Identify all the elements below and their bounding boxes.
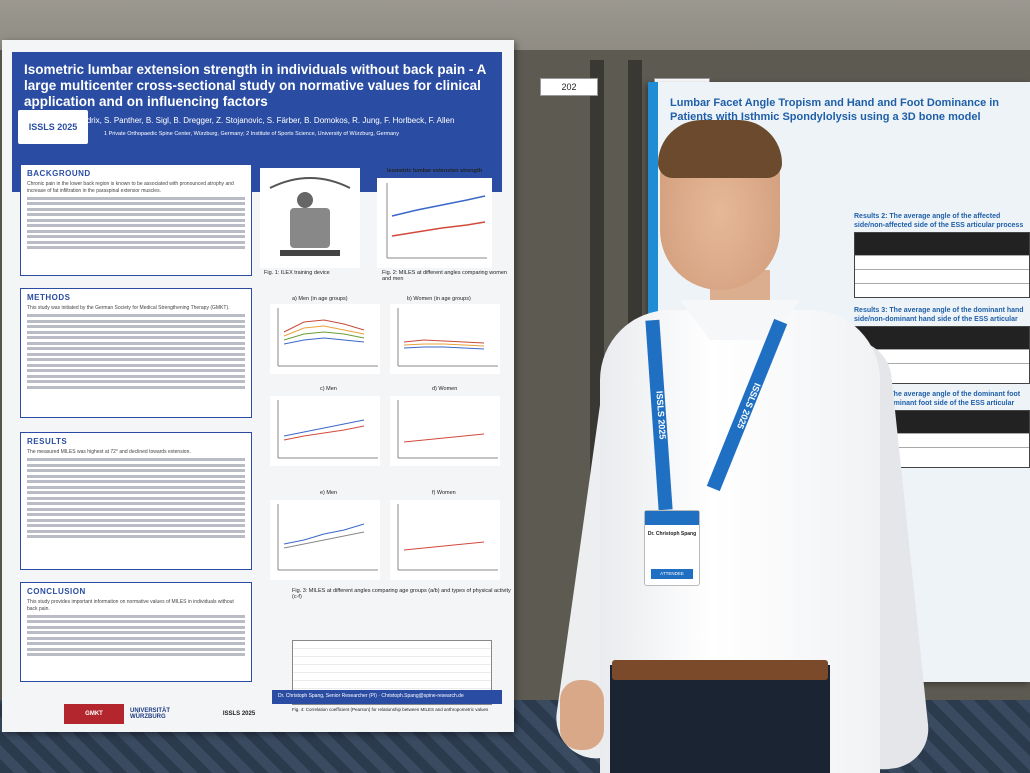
badge-name: Dr. Christoph Spang — [647, 531, 697, 537]
panel-label: b) Women (in age groups) — [407, 296, 471, 302]
badge-header — [645, 511, 699, 525]
hair — [658, 120, 782, 178]
panel-e-plot — [270, 500, 380, 580]
panel-label: a) Men (in age groups) — [292, 296, 348, 302]
fig2-line-plot — [377, 178, 492, 268]
brown-belt — [612, 660, 828, 680]
poster-affiliations: 1 Private Orthopaedic Spine Center, Würz… — [104, 131, 399, 137]
panel-label: e) Men — [320, 490, 338, 496]
university-logo: UNIVERSITÄT WÜRZBURG — [130, 708, 171, 720]
results-2-table — [854, 232, 1030, 298]
section-text: Chronic pain in the lower back region is… — [27, 181, 234, 194]
gmkt-logo: GMKT — [64, 704, 124, 724]
section-background: BACKGROUND Chronic pain in the lower bac… — [20, 164, 252, 276]
ilex-device-illustration — [260, 168, 360, 268]
issls-logo: ISSLS 2025 — [18, 110, 88, 144]
figure-caption: Fig. 2: MILES at different angles compar… — [382, 270, 507, 282]
left-hand — [560, 680, 604, 750]
figure-caption: Fig. 3: MILES at different angles compar… — [292, 588, 511, 600]
section-text: This study was initiated by the German S… — [27, 305, 230, 311]
section-conclusion: CONCLUSION This study provides important… — [20, 582, 252, 682]
panel-a-plot — [270, 304, 380, 374]
figure-title: Isometric lumbar extension strength — [387, 168, 483, 174]
results-2-heading: Results 2: The average angle of the affe… — [854, 213, 1024, 229]
poster-main: Isometric lumbar extension strength in i… — [2, 40, 514, 732]
poster-number-tag: 202 — [540, 78, 598, 96]
poster-authors: C. Spang, R. Hendrix, S. Panther, B. Sig… — [24, 116, 455, 125]
issls-footer-logo: ISSLS 2025 — [222, 711, 256, 717]
contact-bar: Dr. Christoph Spang, Senior Researcher (… — [272, 690, 502, 704]
presenter-person: ISSLS 2025 ISSLS 2025 Dr. Christoph Span… — [540, 120, 940, 773]
poster-title: Isometric lumbar extension strength in i… — [24, 62, 486, 109]
panel-label: f) Women — [432, 490, 456, 496]
section-heading: CONCLUSION — [27, 587, 86, 596]
panel-label: d) Women — [432, 386, 458, 392]
section-methods: METHODS This study was initiated by the … — [20, 288, 252, 418]
section-heading: BACKGROUND — [27, 169, 91, 178]
panel-b-plot — [390, 304, 500, 374]
panel-f-plot — [390, 500, 500, 580]
section-text: This study provides important informatio… — [27, 599, 234, 612]
panel-label: c) Men — [320, 386, 337, 392]
name-badge: Dr. Christoph Spang ATTENDEE — [644, 510, 700, 586]
section-results: RESULTS The measured MILES was highest a… — [20, 432, 252, 570]
panel-d-plot — [390, 396, 500, 466]
dark-trousers — [610, 665, 830, 773]
badge-role: ATTENDEE — [651, 569, 693, 579]
section-heading: RESULTS — [27, 437, 68, 446]
figure-caption: Fig. 1: ILEX training device — [264, 270, 330, 276]
section-heading: METHODS — [27, 293, 71, 302]
panel-c-plot — [270, 396, 380, 466]
figure-caption: Fig. 4: Correlation coefficient (Pearson… — [292, 707, 489, 712]
section-text: The measured MILES was highest at 72° an… — [27, 449, 191, 455]
